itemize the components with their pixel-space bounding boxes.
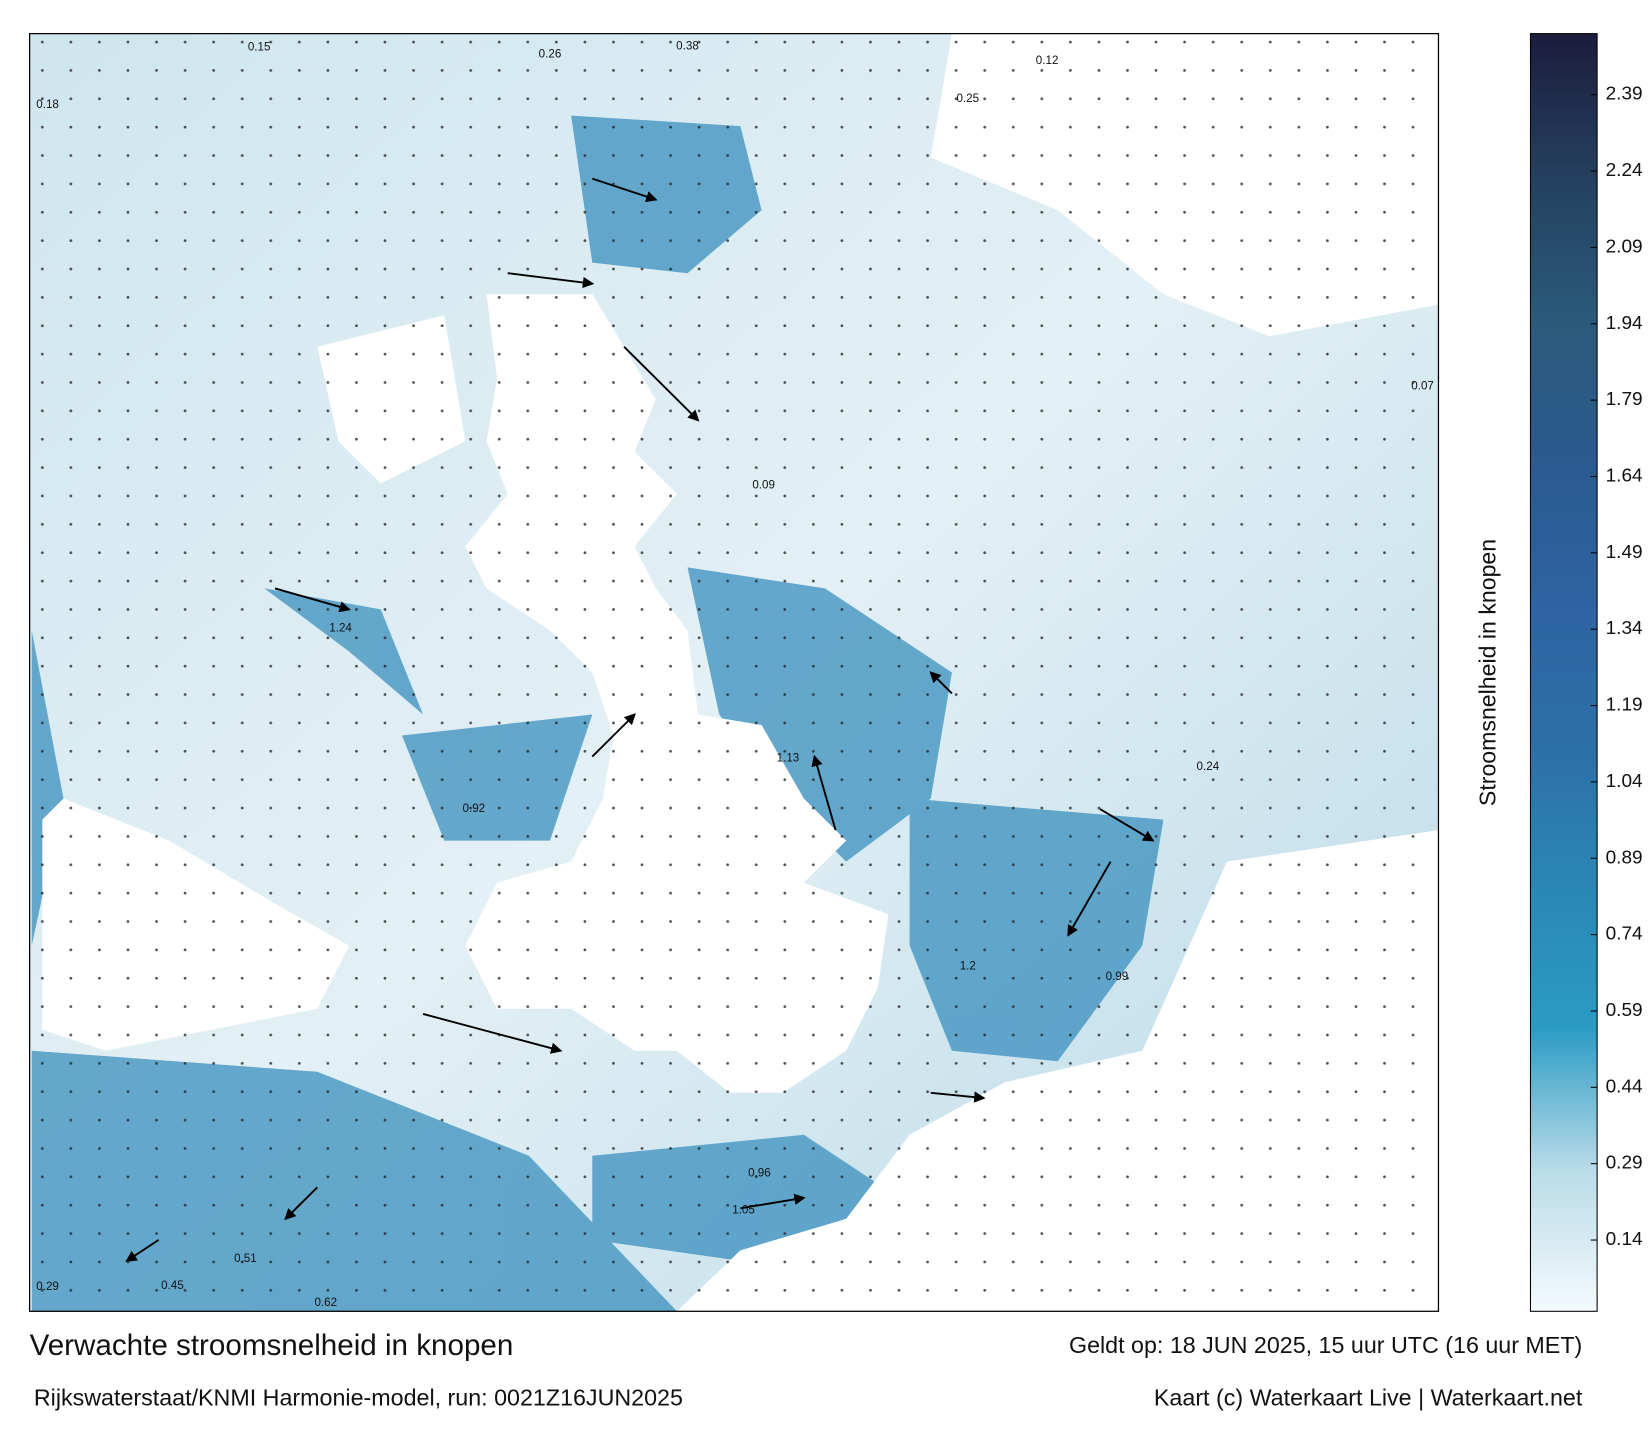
map-frame: [28, 32, 1440, 1312]
colorbar-tick-label: 2.39: [1606, 84, 1643, 105]
colorbar: 0.14 0.29 0.44 0.59 0.74 0.89 1.04 1.19 1.34 1.49…: [1529, 33, 1643, 1312]
speed-label: 0.25: [956, 93, 979, 105]
colorbar-tick-label: 0.44: [1606, 1076, 1643, 1097]
speed-label: 0.09: [752, 480, 775, 492]
speed-label: 0.62: [314, 1297, 337, 1309]
colorbar-tick-label: 0.14: [1606, 1229, 1643, 1250]
colorbar-tick-label: 0.74: [1606, 924, 1643, 945]
speed-label: 1.2: [960, 961, 976, 973]
colorbar-tick-label: 2.09: [1606, 236, 1643, 257]
credit: Kaart (c) Waterkaart Live | Waterkaart.n…: [1154, 1385, 1583, 1411]
colorbar-tick-label: 1.34: [1606, 618, 1643, 639]
colorbar-tick-label: 1.94: [1606, 313, 1643, 334]
colorbar-tick-label: 1.19: [1606, 695, 1643, 716]
valid-time: Geldt op: 18 JUN 2025, 15 uur UTC (16 uu…: [1069, 1332, 1582, 1358]
colorbar-tick-label: 1.79: [1606, 389, 1643, 410]
vector-grid: [29, 33, 1439, 1312]
speed-label: 1.05: [732, 1205, 755, 1217]
colorbar-label: Stroomsnelheid in knopen: [1474, 539, 1500, 806]
speed-label: 0.45: [161, 1280, 184, 1292]
speed-labels: 0.15 0.18 0.26 0.38 0.12 0.25 1.13 1.24 0.92 1.2 0…: [36, 40, 1434, 1309]
speed-label: 1.13: [777, 753, 800, 765]
speed-label: 0.99: [1106, 971, 1129, 983]
colorbar-tick-label: 2.24: [1606, 160, 1643, 181]
colorbar-tick-label: 0.59: [1606, 1000, 1643, 1021]
colorbar-tick-label: 1.49: [1606, 542, 1643, 563]
speed-label: 0.96: [748, 1168, 771, 1180]
speed-label: 0.12: [1036, 55, 1059, 67]
speed-label: 0.07: [1411, 381, 1434, 393]
speed-label: 0.92: [463, 803, 486, 815]
speed-label: 0.24: [1197, 761, 1220, 773]
speed-label: 0.51: [234, 1253, 257, 1265]
colorbar-bar: [1529, 33, 1598, 1312]
current-arrows: [125, 177, 1155, 1262]
speed-label: 0.29: [36, 1281, 59, 1293]
colorbar-tick-label: 0.29: [1606, 1153, 1643, 1174]
colorbar-tick-label: 1.04: [1606, 771, 1643, 792]
map-area: 0.15 0.18 0.26 0.38 0.12 0.25 1.13 1.24 0.92 1.2 0…: [29, 33, 1439, 1312]
speed-label: 0.38: [676, 40, 699, 52]
speed-label: 0.26: [539, 49, 562, 61]
colorbar-tick-label: 1.64: [1606, 466, 1643, 487]
speed-label: 0.18: [36, 99, 59, 111]
speed-label: 1.24: [329, 622, 352, 634]
speed-label: 0.15: [248, 41, 271, 53]
colorbar-tick-label: 0.89: [1606, 847, 1643, 868]
subtitle: Rijkswaterstaat/KNMI Harmonie-model, run…: [34, 1385, 683, 1411]
title: Verwachte stroomsnelheid in knopen: [30, 1329, 514, 1362]
